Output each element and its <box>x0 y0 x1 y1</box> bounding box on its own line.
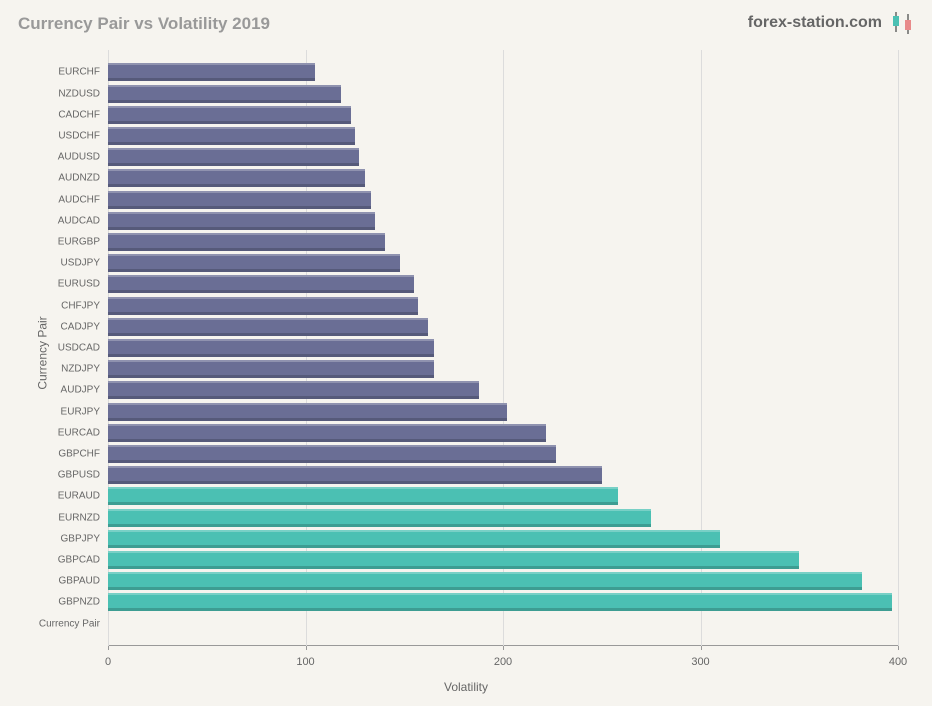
watermark: forex-station.com <box>748 10 918 36</box>
x-tick-label: 100 <box>296 656 314 668</box>
bar <box>108 212 375 230</box>
bar-label: EURJPY <box>61 406 100 417</box>
bar-label: NZDUSD <box>58 88 100 99</box>
bar-label: NZDJPY <box>61 364 100 375</box>
bar <box>108 509 651 527</box>
chart-title: Currency Pair vs Volatility 2019 <box>18 14 270 34</box>
x-tick-mark <box>108 646 109 650</box>
x-tick-label: 400 <box>889 656 907 668</box>
bar <box>108 148 359 166</box>
x-tick-mark <box>898 646 899 650</box>
watermark-text: forex-station.com <box>748 14 882 32</box>
bar-label: Currency Pair <box>39 618 100 629</box>
x-tick-label: 0 <box>105 656 111 668</box>
chart-container: Currency Pair vs Volatility 2019 forex-s… <box>0 0 932 706</box>
bar <box>108 551 799 569</box>
bar-label: EURNZD <box>58 512 100 523</box>
bar <box>108 466 602 484</box>
bar <box>108 169 365 187</box>
gridline <box>898 50 899 646</box>
bar <box>108 254 400 272</box>
bar <box>108 381 479 399</box>
bar-label: GBPUSD <box>58 470 100 481</box>
bar <box>108 127 355 145</box>
bar-label: CADCHF <box>58 109 100 120</box>
plot-area: 0100200300400 EURCHFNZDUSDCADCHFUSDCHFAU… <box>108 50 898 646</box>
bar-label: GBPJPY <box>61 533 100 544</box>
bar-label: USDCHF <box>58 131 100 142</box>
bar-label: EURCAD <box>58 427 100 438</box>
x-tick-mark <box>701 646 702 650</box>
x-tick-label: 200 <box>494 656 512 668</box>
bar-label: GBPCAD <box>58 555 100 566</box>
bar-label: USDCAD <box>58 343 100 354</box>
x-tick-mark <box>306 646 307 650</box>
bar-label: GBPNZD <box>58 597 100 608</box>
bar <box>108 593 892 611</box>
bar <box>108 360 434 378</box>
bar <box>108 63 315 81</box>
bars-group: EURCHFNZDUSDCADCHFUSDCHFAUDUSDAUDNZDAUDC… <box>108 50 898 646</box>
bar-label: GBPAUD <box>59 576 101 587</box>
x-tick-mark <box>503 646 504 650</box>
bar <box>108 106 351 124</box>
x-tick-label: 300 <box>691 656 709 668</box>
bar-label: AUDNZD <box>58 173 100 184</box>
bar-label: AUDCHF <box>58 194 100 205</box>
bar <box>108 275 414 293</box>
candlestick-logo-icon <box>888 10 918 36</box>
bar-label: EURAUD <box>58 491 100 502</box>
bar-label: EURUSD <box>58 279 100 290</box>
bar <box>108 233 385 251</box>
bar <box>108 318 428 336</box>
bar-label: AUDCAD <box>58 215 100 226</box>
bar-label: CADJPY <box>61 321 100 332</box>
bar <box>108 445 556 463</box>
bar-label: CHFJPY <box>61 300 100 311</box>
bar <box>108 85 341 103</box>
bar <box>108 424 546 442</box>
bar-label: EURCHF <box>58 67 100 78</box>
bar <box>108 530 720 548</box>
bar-label: GBPCHF <box>58 449 100 460</box>
bar-label: USDJPY <box>61 258 100 269</box>
bar <box>108 297 418 315</box>
bar <box>108 403 507 421</box>
y-axis-label: Currency Pair <box>36 316 50 389</box>
bar-label: AUDJPY <box>61 385 100 396</box>
bar <box>108 572 862 590</box>
x-axis-label: Volatility <box>444 680 488 694</box>
bar <box>108 191 371 209</box>
bar-label: EURGBP <box>58 237 100 248</box>
bar-label: AUDUSD <box>58 152 100 163</box>
bar <box>108 339 434 357</box>
bar <box>108 487 618 505</box>
